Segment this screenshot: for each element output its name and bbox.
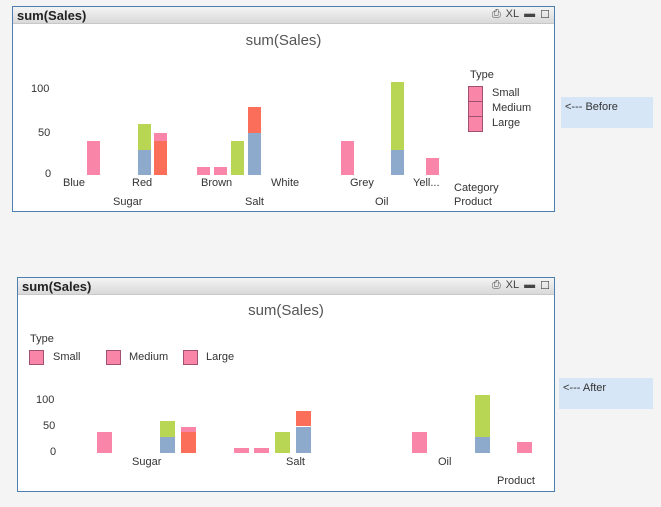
x-tick-product: Sugar [113, 196, 143, 208]
dimension-label-product: Product [454, 196, 492, 208]
legend-swatch [106, 350, 121, 365]
y-tick: 0 [45, 168, 52, 180]
bar-segment-oil-blue[interactable] [475, 437, 490, 453]
maximize-icon[interactable]: ☐ [540, 280, 550, 292]
y-tick: 50 [43, 420, 56, 432]
bar-segment-oil-pink[interactable] [426, 158, 439, 175]
x-tick-category: Yell... [413, 177, 440, 189]
y-tick: 50 [38, 127, 51, 139]
bar-segment-salt-green[interactable] [275, 431, 290, 453]
bar-segment-salt-blue[interactable] [248, 132, 261, 175]
legend-item[interactable]: Small [53, 351, 81, 363]
window-header[interactable]: sum(Sales) ⎙ XL ▬ ☐ [18, 278, 554, 295]
before-note: <--- Before [561, 97, 653, 128]
bar-segment-sugar-green[interactable] [138, 124, 151, 150]
x-tick-product: Sugar [132, 456, 162, 468]
bar-segment-sugar-blue[interactable] [160, 437, 175, 453]
x-tick-product: Salt [286, 456, 305, 468]
bar-segment-salt-pink[interactable] [197, 166, 210, 175]
bar-segment-oil-blue[interactable] [391, 149, 404, 175]
x-tick-category: Blue [63, 177, 86, 189]
bar-segment-sugar-pink[interactable] [87, 141, 100, 175]
after-chart-window: sum(Sales) ⎙ XL ▬ ☐ sum(Sales) Type Small M… [17, 277, 555, 492]
bar-segment-oil-green[interactable] [475, 394, 490, 438]
x-tick-product: Salt [245, 196, 264, 208]
x-tick-category: White [271, 177, 300, 189]
bar-segment-oil-pink[interactable] [517, 442, 532, 453]
bar-segment-oil-green[interactable] [391, 81, 404, 150]
bar-segment-salt-red[interactable] [248, 107, 261, 133]
dimension-label-product: Product [497, 475, 535, 487]
legend-item[interactable]: Small [492, 87, 520, 99]
dimension-label-category: Category [454, 182, 499, 194]
x-tick-category: Red [132, 177, 153, 189]
y-tick: 100 [31, 83, 50, 95]
xl-icon[interactable]: XL [505, 279, 520, 291]
window-header[interactable]: sum(Sales) ⎙ XL ▬ ☐ [13, 7, 554, 24]
y-tick: 0 [50, 446, 57, 458]
bar-segment-salt-pink[interactable] [254, 447, 269, 453]
bar-segment-sugar-red[interactable] [154, 141, 167, 175]
x-tick-category: Brown [201, 177, 233, 189]
legend-item[interactable]: Medium [492, 102, 532, 114]
bar-segment-sugar-red[interactable] [181, 431, 196, 453]
chart-title: sum(Sales) [248, 302, 324, 319]
y-tick: 100 [36, 394, 55, 406]
legend-swatch [183, 350, 198, 365]
window-title: sum(Sales) [17, 8, 87, 23]
legend-item[interactable]: Medium [129, 351, 169, 363]
minimize-icon[interactable]: ▬ [524, 279, 536, 291]
legend-swatch [29, 350, 44, 365]
window-title: sum(Sales) [22, 279, 92, 294]
after-note: <--- After [559, 378, 653, 409]
maximize-icon[interactable]: ☐ [540, 9, 550, 21]
bar-segment-oil-pink[interactable] [341, 141, 354, 175]
chart-title: sum(Sales) [245, 32, 322, 49]
bar-segment-salt-green[interactable] [231, 141, 244, 175]
x-tick-category: Grey [350, 177, 374, 189]
bar-segment-oil-pink[interactable] [412, 431, 427, 453]
legend-swatch [468, 86, 483, 132]
print-icon[interactable]: ⎙ [491, 279, 501, 291]
x-tick-product: Oil [438, 456, 452, 468]
legend-item[interactable]: Large [206, 351, 235, 363]
before-chart-window: sum(Sales) ⎙ XL ▬ ☐ sum(Sales) 100 50 0 Blu… [12, 6, 555, 212]
bar-segment-sugar-pink[interactable] [154, 132, 167, 141]
legend-item[interactable]: Large [492, 117, 521, 129]
bar-segment-salt-pink[interactable] [214, 166, 227, 175]
print-icon[interactable]: ⎙ [491, 8, 501, 20]
x-tick-product: Oil [375, 196, 389, 208]
bar-segment-sugar-pink[interactable] [97, 431, 112, 453]
bar-segment-salt-red[interactable] [296, 410, 311, 427]
bar-segment-sugar-pink[interactable] [181, 426, 196, 432]
legend-title: Type [470, 69, 494, 81]
xl-icon[interactable]: XL [505, 8, 520, 20]
legend-title: Type [30, 333, 54, 345]
bar-segment-sugar-green[interactable] [160, 421, 175, 438]
bar-segment-salt-pink[interactable] [234, 447, 249, 453]
minimize-icon[interactable]: ▬ [524, 8, 536, 20]
bar-segment-sugar-blue[interactable] [138, 149, 151, 175]
bar-segment-salt-blue[interactable] [296, 426, 311, 453]
